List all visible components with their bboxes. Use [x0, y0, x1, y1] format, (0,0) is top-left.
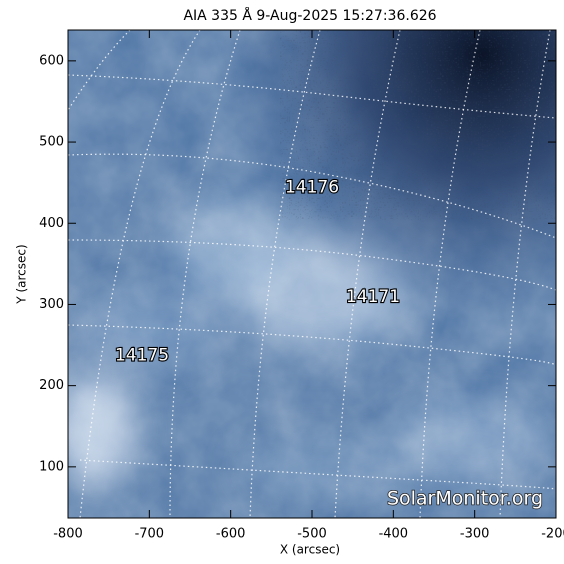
chart-title: AIA 335 Å 9-Aug-2025 15:27:36.626 — [183, 7, 436, 24]
x-tick-label: -300 — [460, 527, 490, 542]
heliographic-grid — [68, 30, 556, 518]
x-axis-label: X (arcsec) — [280, 543, 340, 557]
region-label: 14176 — [285, 178, 339, 198]
watermark: SolarMonitor.org — [387, 488, 543, 510]
x-tick-label: -500 — [297, 527, 327, 542]
region-label: 14171 — [346, 287, 400, 307]
y-tick-label: 300 — [39, 297, 64, 312]
y-tick-label: 600 — [39, 53, 64, 68]
solar-image — [68, 30, 556, 518]
y-tick-label: 400 — [39, 216, 64, 231]
y-tick-label: 200 — [39, 378, 64, 393]
y-axis-label: Y (arcsec) — [15, 244, 29, 304]
x-tick-label: -600 — [216, 527, 246, 542]
y-tick-label: 100 — [39, 459, 64, 474]
x-tick-label: -800 — [53, 527, 83, 542]
region-label: 14175 — [115, 346, 169, 366]
y-tick-label: 500 — [39, 135, 64, 150]
x-tick-label: -700 — [135, 527, 165, 542]
x-tick-label: -400 — [379, 527, 409, 542]
x-tick-label: -200 — [541, 527, 564, 542]
